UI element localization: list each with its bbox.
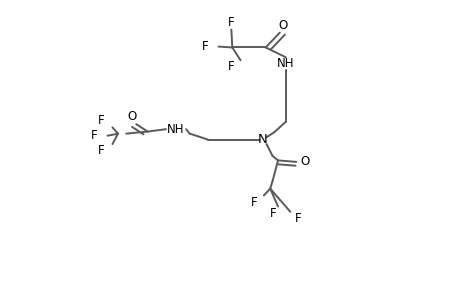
Text: NH: NH [276,57,294,70]
Text: F: F [228,16,234,29]
Text: O: O [278,19,287,32]
Text: N: N [257,133,267,146]
Text: F: F [98,114,104,128]
Text: O: O [300,155,309,168]
Text: NH: NH [167,123,185,136]
Text: O: O [127,110,136,123]
Text: F: F [90,129,97,142]
Text: F: F [250,196,257,208]
Text: F: F [228,60,234,73]
Text: F: F [295,212,301,225]
Text: F: F [269,207,276,220]
Text: F: F [201,40,208,53]
Text: F: F [98,144,104,157]
